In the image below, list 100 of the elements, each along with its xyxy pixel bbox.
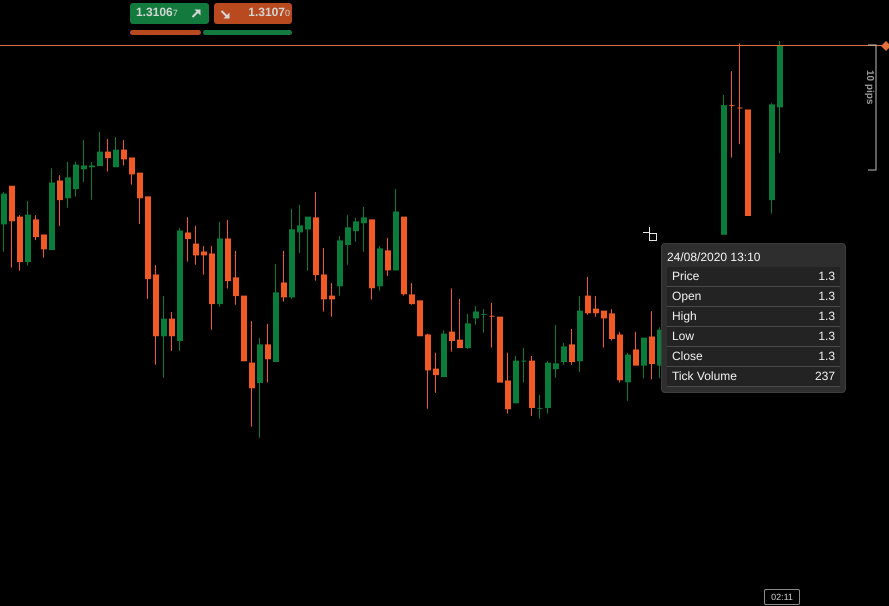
text: 1.31070 [248, 5, 290, 19]
candlestick [73, 161, 79, 198]
candlestick [169, 311, 175, 352]
candlestick [361, 206, 367, 252]
candlestick [121, 140, 127, 166]
text: 237 [814, 369, 835, 383]
candlestick [233, 250, 239, 306]
candlestick [25, 200, 31, 266]
candlestick [465, 313, 471, 350]
candlestick [97, 131, 103, 166]
annotation: Price [672, 269, 700, 283]
candlestick [497, 316, 503, 383]
candlestick [201, 246, 207, 276]
candlestick [569, 328, 575, 366]
candlestick [65, 161, 71, 208]
text: 1.3 [818, 309, 835, 323]
candlestick [265, 323, 271, 384]
annotation: Low [672, 329, 694, 343]
candlestick [249, 320, 255, 428]
candlestick [145, 196, 151, 300]
candlestick [289, 208, 295, 300]
candlestick [513, 355, 519, 404]
annotation: Open [672, 289, 702, 303]
candlestick [721, 94, 727, 235]
candlestick [505, 352, 511, 414]
candlestick [769, 102, 775, 214]
candlestick [329, 282, 335, 318]
text: 1.3 [818, 289, 835, 303]
text: 10 pips [864, 70, 875, 104]
candlestick [457, 298, 463, 348]
text: 1.31067 [136, 5, 178, 19]
candlestick [17, 214, 23, 272]
candlestick [225, 219, 231, 290]
candlestick [473, 305, 479, 326]
candlestick [745, 110, 751, 216]
time-tag: 02:11 [764, 589, 800, 605]
candlestick [105, 138, 111, 172]
candlestick [409, 282, 415, 306]
candlestick [601, 310, 607, 348]
candlestick [393, 188, 399, 272]
candlestick [273, 263, 279, 362]
candlestick [369, 219, 375, 300]
candlestick [129, 158, 135, 186]
candlestick [81, 140, 87, 182]
text: 1.3 [818, 269, 835, 283]
annotation: High [672, 309, 697, 323]
candlestick [377, 246, 383, 292]
candlestick [337, 236, 343, 296]
candlestick [729, 70, 735, 158]
candlestick [137, 172, 143, 224]
candlestick [89, 161, 95, 200]
annotation: Tick Volume [672, 369, 737, 383]
candlestick [521, 348, 527, 384]
candlestick [177, 227, 183, 352]
candlestick [321, 248, 327, 312]
candlestick [217, 221, 223, 308]
candlestick [625, 352, 631, 402]
candlestick [209, 246, 215, 330]
candlestick [305, 216, 311, 272]
candlestick [561, 342, 567, 366]
candlestick [425, 333, 431, 410]
candlestick [417, 300, 423, 336]
candlestick [617, 332, 623, 384]
candlestick [57, 174, 63, 226]
candlestick [545, 360, 551, 414]
candlestick [489, 302, 495, 348]
candlestick [529, 355, 535, 416]
candlestick [649, 310, 655, 380]
candlestick [153, 264, 159, 366]
candlestick [585, 276, 591, 316]
candlestick [481, 308, 487, 334]
text: 1.3 [818, 349, 835, 363]
candlestick [193, 225, 199, 266]
candlestick [257, 338, 263, 438]
candlestick [777, 40, 783, 154]
candlestick [161, 296, 167, 378]
candlestick [281, 250, 287, 302]
candlestick [433, 352, 439, 394]
candlestick [241, 296, 247, 362]
candlestick [185, 216, 191, 262]
candlestick [449, 288, 455, 352]
candlestick [297, 204, 303, 254]
candlestick [345, 214, 351, 266]
candlestick [353, 217, 359, 242]
candlestick [441, 330, 447, 378]
annotation: Close [672, 349, 703, 363]
candlestick [577, 296, 583, 372]
candlestick [609, 308, 615, 342]
candlestick [633, 331, 639, 366]
candlestick [113, 136, 119, 168]
candlestick [641, 338, 647, 379]
annotation: 24/08/2020 13:10 [667, 250, 760, 264]
candlestick [9, 186, 15, 268]
candlestick [313, 192, 319, 282]
candlestick [385, 238, 391, 276]
candlestick [41, 234, 47, 258]
candlestick [553, 324, 559, 378]
candlestick [49, 168, 55, 250]
candlestick [537, 394, 543, 420]
candlestick [593, 296, 599, 318]
